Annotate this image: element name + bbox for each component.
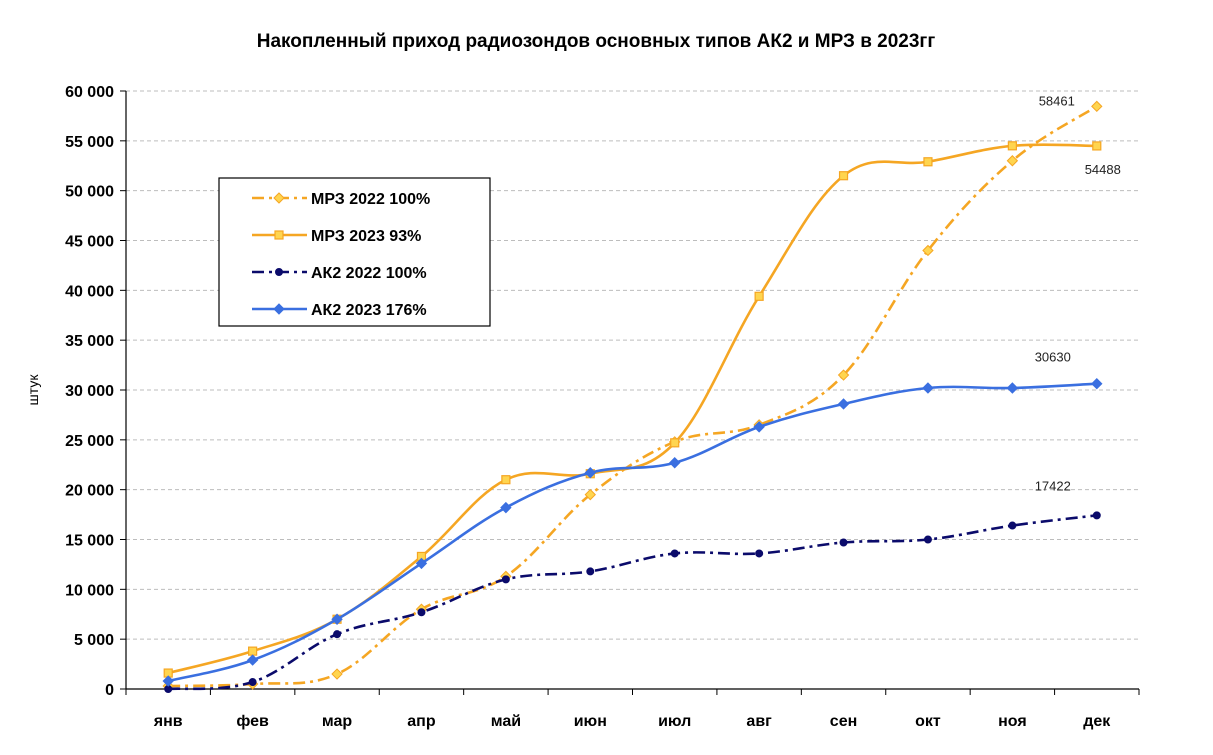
y-tick-label: 40 000 bbox=[65, 283, 114, 300]
x-tick-label: мар bbox=[322, 713, 353, 730]
x-tick-label: май bbox=[491, 713, 521, 730]
axes: 0 5 000 10 000 15 000 20 000 25 000 30 000 35 0… bbox=[65, 84, 1140, 730]
x-tick-label: янв bbox=[153, 713, 183, 730]
data-point bbox=[753, 421, 765, 433]
data-point bbox=[417, 608, 426, 617]
legend: МРЗ 2022 100% МРЗ 2023 93% АК2 2022 100% АК… bbox=[218, 177, 491, 327]
data-point bbox=[755, 549, 764, 558]
data-point bbox=[584, 488, 596, 501]
data-point bbox=[670, 438, 680, 448]
data-point bbox=[331, 613, 343, 625]
legend-marker bbox=[274, 230, 284, 240]
data-point bbox=[1091, 100, 1103, 113]
legend-item: АК2 2023 176% bbox=[252, 302, 427, 319]
chart-title: Накопленный приход радиозондов основных … bbox=[257, 31, 936, 52]
y-tick-label: 50 000 bbox=[65, 184, 114, 201]
series-2 bbox=[164, 511, 1101, 693]
legend-item: АК2 2022 100% bbox=[252, 265, 427, 282]
y-tick-label: 30 000 bbox=[65, 383, 114, 400]
data-point bbox=[162, 675, 174, 687]
y-axis-label: штук bbox=[25, 374, 41, 406]
y-tick-label: 35 000 bbox=[65, 333, 114, 350]
data-point bbox=[669, 457, 681, 469]
data-point bbox=[754, 291, 764, 301]
data-label: 30630 bbox=[1035, 350, 1071, 365]
legend-box bbox=[218, 177, 491, 327]
y-tick-label: 45 000 bbox=[65, 234, 114, 251]
data-label: 54488 bbox=[1085, 162, 1121, 177]
data-point bbox=[1092, 141, 1102, 151]
data-point bbox=[500, 501, 512, 514]
y-tick-label: 55 000 bbox=[65, 134, 114, 151]
y-tick-label: 20 000 bbox=[65, 483, 114, 500]
x-tick-label: июн bbox=[574, 713, 607, 730]
data-point bbox=[415, 557, 428, 570]
data-point bbox=[246, 654, 259, 666]
x-tick-label: ноя bbox=[998, 713, 1027, 730]
series-line bbox=[168, 514, 1097, 691]
series-line bbox=[168, 105, 1098, 688]
data-point bbox=[1008, 521, 1017, 530]
series-lines bbox=[162, 100, 1103, 693]
legend-item: МРЗ 2023 93% bbox=[252, 228, 421, 245]
data-point bbox=[922, 382, 934, 394]
legend-item: МРЗ 2022 100% bbox=[252, 191, 430, 208]
y-tick-label: 10 000 bbox=[65, 582, 114, 599]
data-point bbox=[923, 535, 932, 544]
data-point bbox=[586, 567, 595, 576]
x-tick-label: авг bbox=[746, 713, 772, 730]
data-point bbox=[1006, 155, 1019, 167]
series-3 bbox=[162, 378, 1103, 687]
data-point bbox=[1091, 378, 1103, 390]
data-point bbox=[248, 678, 257, 687]
x-tick-label: окт bbox=[915, 713, 941, 730]
data-point bbox=[248, 646, 258, 656]
data-point bbox=[331, 668, 343, 680]
data-point bbox=[584, 467, 596, 479]
y-tick-label: 25 000 bbox=[65, 433, 114, 450]
data-label: 17422 bbox=[1035, 478, 1071, 493]
data-point bbox=[1006, 382, 1019, 394]
data-point bbox=[670, 549, 679, 558]
series-line bbox=[167, 382, 1097, 683]
x-tick-label: июл bbox=[658, 713, 691, 730]
legend-marker bbox=[273, 303, 285, 315]
data-point bbox=[837, 369, 850, 381]
x-tick-label: дек bbox=[1083, 713, 1111, 730]
legend-label: МРЗ 2022 100% bbox=[311, 191, 430, 208]
legend-marker bbox=[273, 192, 285, 204]
y-tick-label: 0 bbox=[105, 682, 114, 699]
y-tick-label: 60 000 bbox=[65, 84, 114, 101]
data-point bbox=[501, 575, 510, 584]
y-tick-label: 5 000 bbox=[74, 632, 114, 649]
legend-marker bbox=[275, 268, 283, 276]
x-tick-label: сен bbox=[830, 713, 857, 730]
data-point bbox=[839, 538, 848, 547]
data-point bbox=[837, 398, 850, 410]
data-point bbox=[1007, 141, 1017, 151]
data-point bbox=[333, 630, 342, 639]
legend-label: АК2 2023 176% bbox=[311, 302, 427, 319]
legend-label: АК2 2022 100% bbox=[311, 265, 427, 282]
data-point bbox=[923, 157, 933, 167]
data-label: 58461 bbox=[1039, 93, 1075, 108]
legend-label: МРЗ 2023 93% bbox=[311, 228, 421, 245]
data-point bbox=[1092, 511, 1101, 520]
data-point bbox=[838, 171, 849, 181]
x-tick-label: фев bbox=[236, 713, 269, 730]
data-point bbox=[501, 475, 511, 485]
data-labels: 58461 54488 30630 17422 bbox=[1035, 93, 1121, 493]
y-tick-label: 15 000 bbox=[65, 533, 114, 550]
x-tick-label: апр bbox=[407, 713, 436, 730]
gridlines bbox=[126, 90, 1139, 640]
data-point bbox=[922, 244, 934, 257]
